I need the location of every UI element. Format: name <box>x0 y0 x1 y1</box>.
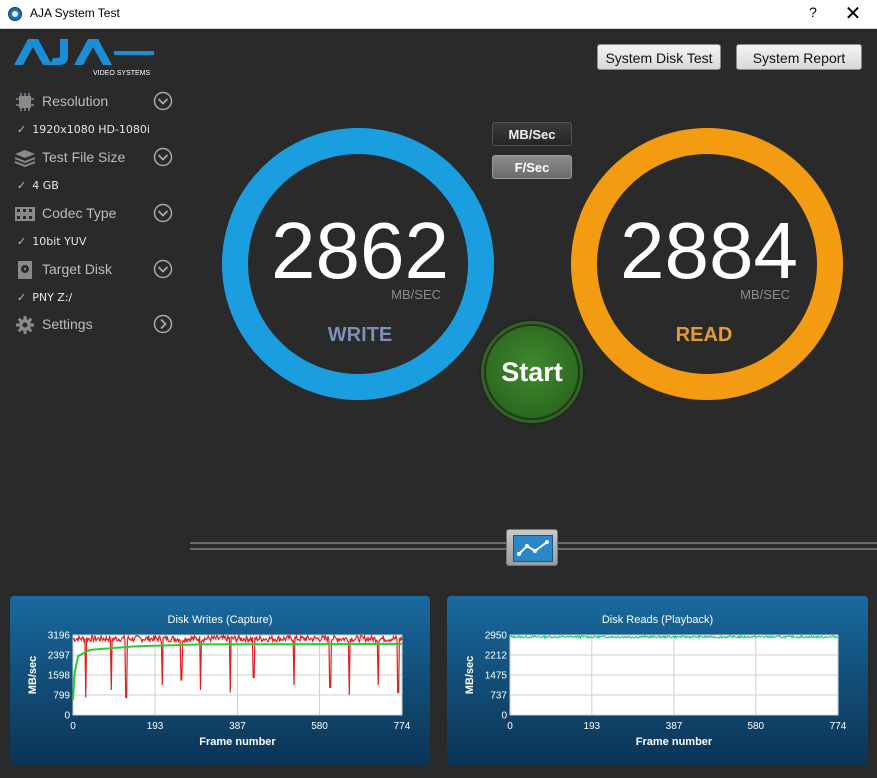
sidebar-value-test-file-size: ✓ 4 GB <box>17 179 59 192</box>
aja-app-icon <box>8 7 22 21</box>
start-button[interactable]: Start <box>484 324 580 420</box>
disk-writes-chart: 0 193 387 580 774 0 799 1598 2397 3196 Frame numbe… <box>27 631 411 749</box>
sidebar-label-settings: Settings <box>42 316 93 332</box>
aja-logo: VIDEO SYSTEMS <box>14 39 154 77</box>
window-title: AJA System Test <box>30 6 120 20</box>
y-tick-label: 3196 <box>48 631 71 642</box>
chevron-down-icon[interactable] <box>153 259 173 279</box>
x-axis-title: Frame number <box>636 736 713 748</box>
x-tick-label: 774 <box>830 721 847 732</box>
y-tick-label: 2950 <box>485 631 508 642</box>
series-line-1 <box>72 642 403 701</box>
sidebar-label-test-file-size: Test File Size <box>42 149 126 165</box>
sidebar-value-resolution: ✓ 1920x1080 HD-1080i <box>17 123 150 136</box>
write-label: WRITE <box>328 324 392 346</box>
x-axis-title: Frame number <box>199 736 276 748</box>
sidebar-item-settings[interactable]: Settings <box>14 313 176 337</box>
writes-chart-title: Disk Writes (Capture) <box>167 614 273 626</box>
y-tick-label: 0 <box>64 711 70 722</box>
chevron-down-icon[interactable] <box>153 203 173 223</box>
chevron-down-icon[interactable] <box>153 147 173 167</box>
sidebar-item-target-disk[interactable]: Target Disk <box>14 258 176 282</box>
close-button[interactable]: ✕ <box>844 3 862 25</box>
stack-icon <box>14 150 36 168</box>
y-tick-label: 0 <box>501 711 507 722</box>
chevron-down-icon[interactable] <box>153 91 173 111</box>
y-tick-label: 799 <box>53 691 70 702</box>
series-line-0 <box>509 634 839 640</box>
x-tick-label: 193 <box>583 721 600 732</box>
sidebar-value-codec-type: ✓ 10bit YUV <box>17 235 87 248</box>
write-value: 2862 <box>271 206 449 295</box>
y-axis-title: MB/sec <box>27 656 39 695</box>
frames-per-sec-button[interactable]: F/Sec <box>492 155 572 179</box>
y-tick-label: 1475 <box>485 671 508 682</box>
title-bar: AJA System Test ? ✕ <box>0 0 877 29</box>
y-tick-label: 2212 <box>485 651 508 662</box>
read-unit: MB/SEC <box>740 287 790 302</box>
y-tick-label: 737 <box>490 691 507 702</box>
sidebar-item-test-file-size[interactable]: Test File Size <box>14 146 176 170</box>
film-icon <box>15 207 35 221</box>
disk-reads-chart: 0 193 387 580 774 0 737 1475 2212 2950 Frame numbe… <box>464 631 847 749</box>
y-axis-title: MB/sec <box>464 656 476 695</box>
write-ring <box>222 128 494 400</box>
read-dial: 2884 MB/SEC READ <box>571 128 843 400</box>
sidebar-label-resolution: Resolution <box>42 93 109 109</box>
gear-icon <box>16 316 34 334</box>
disk-reads-panel: Disk Reads (Playback) 0 193 387 580 774 0 737 1… <box>447 596 868 766</box>
sidebar-label-codec-type: Codec Type <box>42 205 117 221</box>
write-dial: 2862 MB/SEC WRITE <box>222 128 494 400</box>
x-tick-label: 580 <box>747 721 764 732</box>
y-tick-label: 1598 <box>48 671 71 682</box>
x-tick-label: 0 <box>507 721 513 732</box>
help-button[interactable]: ? <box>809 4 817 20</box>
sidebar-item-codec-type[interactable]: Codec Type <box>14 202 176 226</box>
graph-toggle-button[interactable] <box>506 529 558 566</box>
x-tick-label: 193 <box>147 721 164 732</box>
line-chart-icon <box>513 535 553 562</box>
read-ring <box>571 128 843 400</box>
series-line-0 <box>72 633 403 699</box>
x-tick-label: 387 <box>229 721 246 732</box>
y-tick-label: 2397 <box>48 651 71 662</box>
resolution-chip-icon <box>16 93 34 111</box>
read-value: 2884 <box>620 206 798 295</box>
x-tick-label: 0 <box>70 721 76 732</box>
sidebar-label-target-disk: Target Disk <box>42 261 113 277</box>
disk-icon <box>18 261 32 279</box>
disk-writes-panel: Disk Writes (Capture) 0 193 387 580 774 0 799 1… <box>10 596 430 766</box>
sidebar-value-target-disk: ✓ PNY Z:/ <box>17 291 73 304</box>
x-tick-label: 580 <box>311 721 328 732</box>
sidebar-item-resolution[interactable]: Resolution <box>14 90 176 114</box>
system-report-button[interactable]: System Report <box>736 44 862 70</box>
chevron-right-icon[interactable] <box>153 314 173 334</box>
logo-subtitle: VIDEO SYSTEMS <box>93 70 151 77</box>
reads-chart-title: Disk Reads (Playback) <box>601 614 714 626</box>
mb-per-sec-button[interactable]: MB/Sec <box>492 122 572 146</box>
x-tick-label: 387 <box>666 721 683 732</box>
x-tick-label: 774 <box>394 721 411 732</box>
write-unit: MB/SEC <box>391 287 441 302</box>
read-label: READ <box>676 324 733 346</box>
system-disk-test-button[interactable]: System Disk Test <box>597 44 721 70</box>
